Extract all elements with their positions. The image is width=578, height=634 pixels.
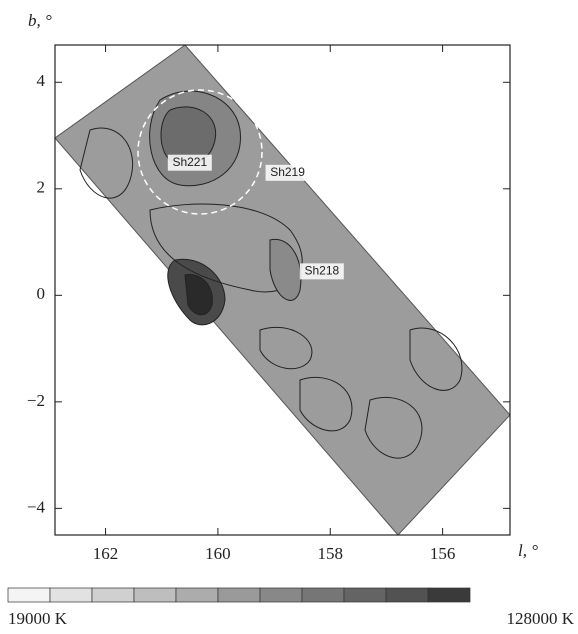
colorbar-segment — [176, 588, 218, 602]
y-tick-label: −2 — [27, 391, 45, 410]
colorbar: 19000 K 128000 K — [8, 588, 575, 628]
colorbar-segment — [92, 588, 134, 602]
colorbar-segment — [386, 588, 428, 602]
colorbar-label: 128000 K — [506, 609, 574, 628]
y-axis-label: b, ° — [28, 11, 52, 30]
colorbar-segment — [50, 588, 92, 602]
colorbar-segment — [302, 588, 344, 602]
x-tick-label: 160 — [205, 544, 231, 563]
colorbar-segment — [218, 588, 260, 602]
annotation: Sh219 — [270, 165, 305, 179]
colorbar-segment — [344, 588, 386, 602]
colorbar-segment — [428, 588, 470, 602]
colorbar-segment — [8, 588, 50, 602]
annotation: Sh221 — [172, 155, 207, 169]
y-tick-label: 2 — [37, 178, 46, 197]
x-axis-label: l, ° — [518, 541, 538, 560]
annotation: Sh218 — [304, 264, 339, 278]
y-tick-label: 4 — [37, 71, 46, 90]
x-tick-label: 162 — [93, 544, 119, 563]
y-tick-label: 0 — [37, 284, 46, 303]
colorbar-segment — [260, 588, 302, 602]
figure: b, ° l, ° 19000 K 128000 K 162 160 158 156 −4… — [0, 0, 578, 634]
y-tick-label: −4 — [27, 497, 46, 516]
x-tick-label: 158 — [317, 544, 343, 563]
colorbar-segment — [134, 588, 176, 602]
colorbar-label: 19000 K — [8, 609, 68, 628]
x-tick-label: 156 — [430, 544, 456, 563]
